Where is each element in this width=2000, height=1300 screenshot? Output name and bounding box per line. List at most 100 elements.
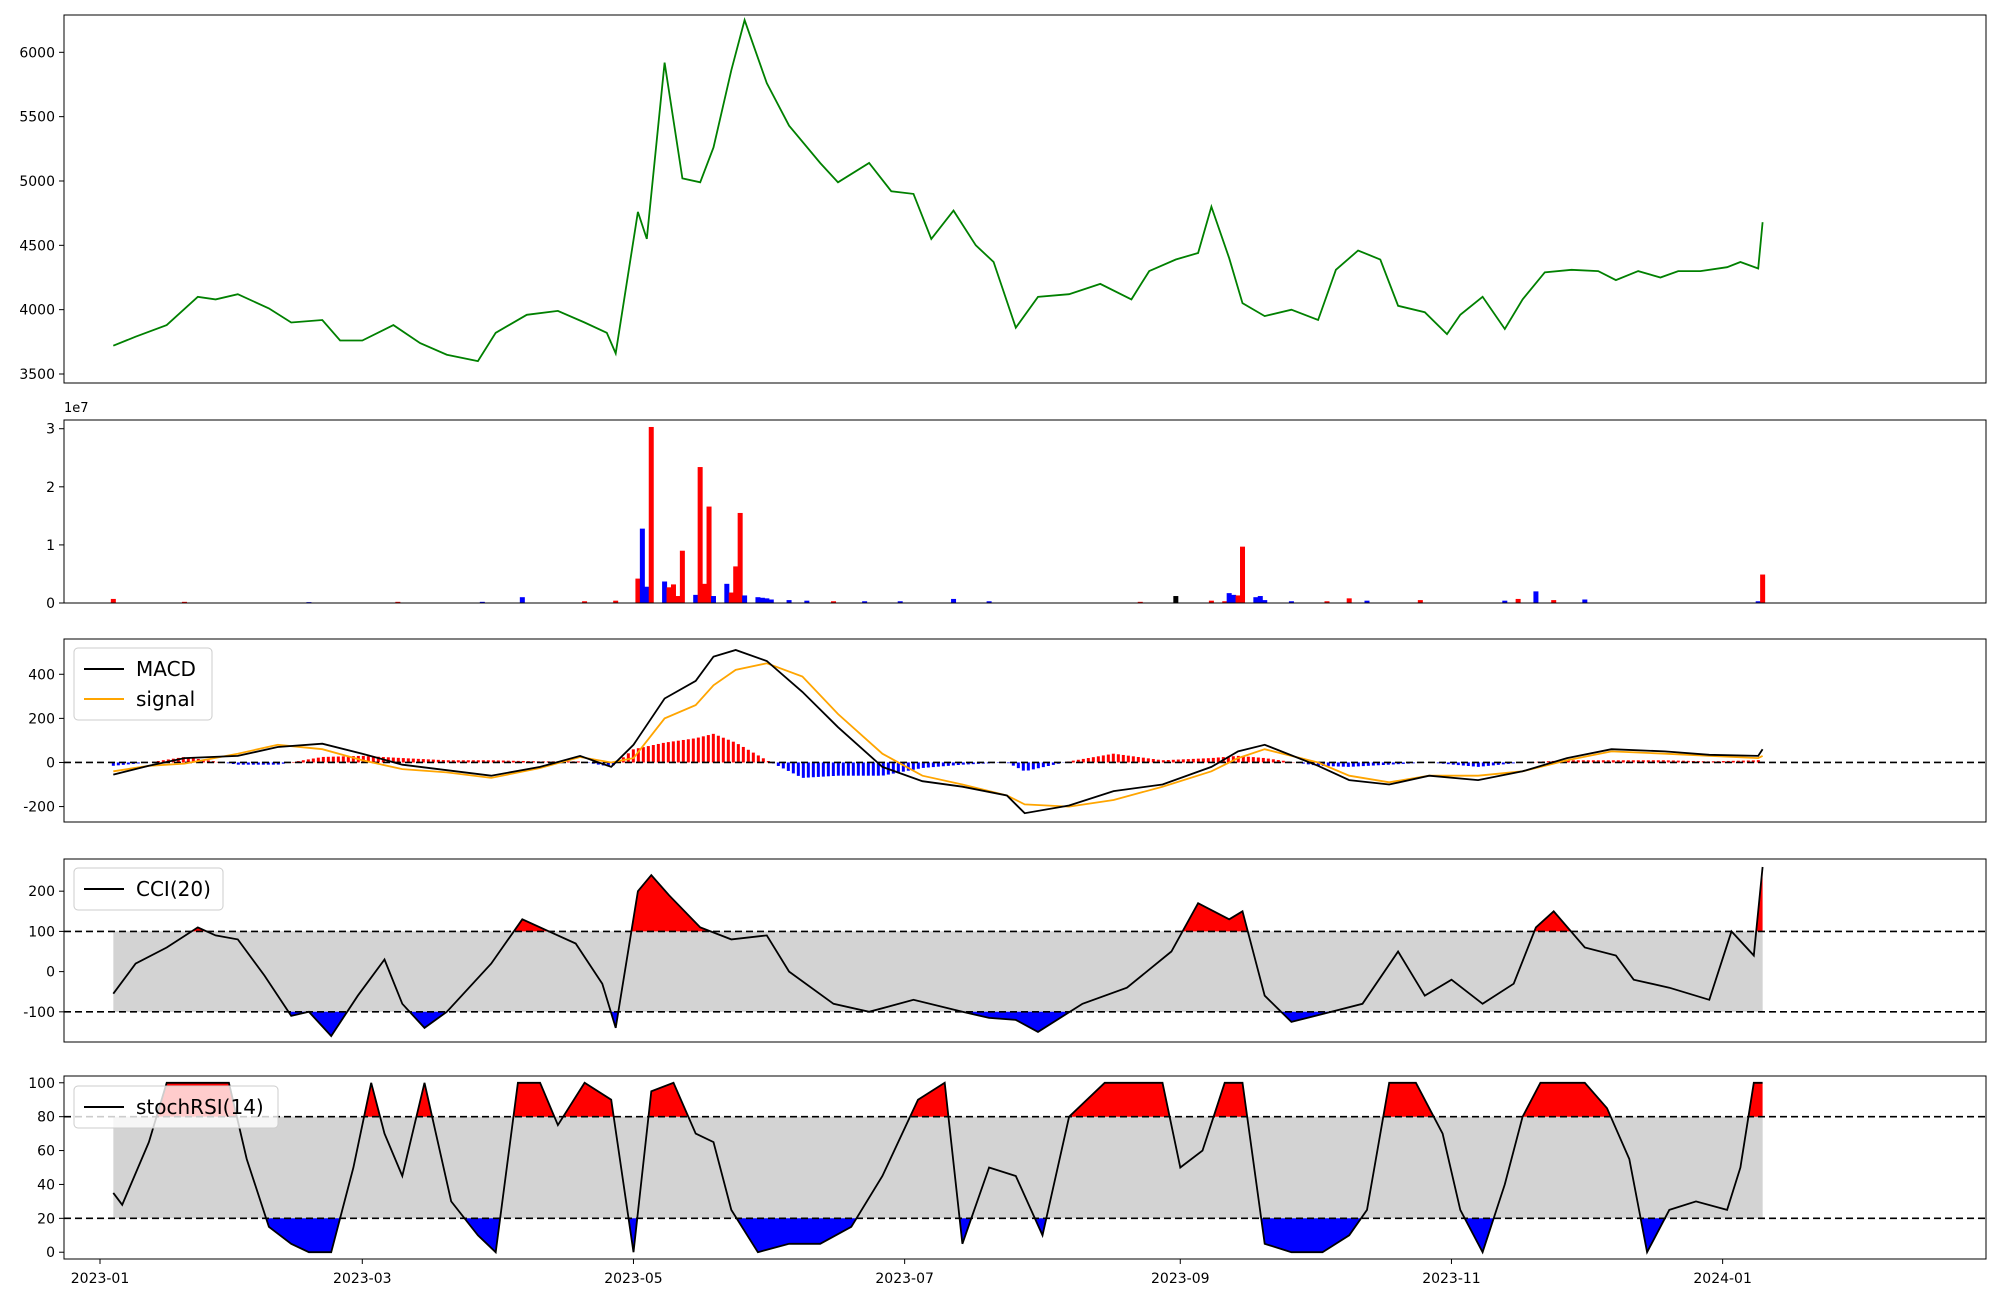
histogram-bar (456, 760, 460, 763)
legend-box (73, 647, 213, 721)
histogram-bar (846, 762, 850, 776)
histogram-bar (911, 762, 915, 770)
overbought-fill (1534, 911, 1571, 932)
histogram-bar (136, 762, 140, 764)
histogram-bar (1596, 760, 1600, 763)
histogram-bar (1151, 759, 1155, 763)
volume-bar (181, 601, 187, 603)
histogram-bar (336, 756, 340, 763)
volume-bar (786, 600, 792, 603)
y-tick-label: 200 (28, 711, 55, 727)
volume-bar (1240, 546, 1246, 603)
oversold-fill (962, 1011, 1070, 1032)
volume-bar (1551, 600, 1557, 603)
histogram-bar (686, 739, 690, 763)
histogram-bar (471, 760, 475, 763)
histogram-bar (531, 761, 535, 763)
cci-panel: -100 0 100 200 CCI(20) (23, 858, 1987, 1043)
neutral-band (113, 1116, 1763, 1219)
histogram-bar (596, 762, 600, 765)
histogram-bar (566, 761, 570, 763)
axes-frame (63, 419, 1987, 604)
histogram-bar (496, 760, 500, 763)
histogram-bar (1546, 761, 1550, 763)
histogram-bar (1196, 758, 1200, 763)
volume-bar (648, 426, 654, 603)
histogram-bar (646, 746, 650, 763)
histogram-bar (1451, 762, 1455, 765)
histogram-bar (1106, 754, 1110, 763)
overbought-fill (416, 1082, 433, 1117)
histogram-bar (751, 752, 755, 763)
volume-bar (1582, 599, 1588, 603)
oversold-fill (409, 1011, 447, 1028)
legend-label: stochRSI(14) (136, 1095, 264, 1119)
histogram-bar (901, 762, 905, 772)
histogram-bar (431, 759, 435, 763)
histogram-bar (331, 756, 335, 763)
volume-bar (675, 596, 681, 603)
histogram-bar (856, 762, 860, 776)
histogram-bar (1186, 759, 1190, 763)
histogram-bar (881, 762, 885, 776)
histogram-bar (1616, 760, 1620, 763)
histogram-bar (341, 756, 345, 763)
x-tick-label: 2024-01 (1693, 1271, 1752, 1287)
histogram-bar (441, 760, 445, 763)
overbought-fill (1069, 1082, 1170, 1117)
legend-label: signal (136, 687, 195, 711)
oversold-fill (266, 1218, 341, 1253)
overbought-fill (910, 1082, 949, 1117)
histogram-bar (1156, 759, 1160, 763)
histogram-bar (791, 762, 795, 774)
volume-bar (693, 594, 699, 603)
histogram-bar (1581, 760, 1585, 763)
histogram-bar (1161, 760, 1165, 763)
histogram-bar (1411, 762, 1415, 764)
histogram-bar (741, 746, 745, 763)
y-tick-label: 60 (37, 1144, 55, 1160)
histogram-bar (1091, 757, 1095, 763)
histogram-bar (1051, 762, 1055, 765)
volume-bar (702, 583, 708, 603)
y-tick-label: 0 (46, 596, 55, 612)
volume-bar (1755, 601, 1761, 603)
histogram-bar (1396, 762, 1400, 765)
histogram-bar (1476, 762, 1480, 767)
volume-bar (1235, 595, 1241, 603)
histogram-bar (1371, 762, 1375, 766)
volume-bar (1760, 574, 1766, 603)
volume-bar (1515, 598, 1521, 603)
volume-bar (768, 599, 774, 603)
histogram-bar (691, 738, 695, 763)
histogram-bar (1456, 762, 1460, 766)
histogram-bar (1681, 760, 1685, 763)
histogram-bar (1176, 759, 1180, 763)
histogram-bar (726, 739, 730, 763)
histogram-bar (451, 760, 455, 763)
histogram-bar (1436, 762, 1440, 764)
overbought-fill (631, 875, 711, 932)
y-tick-label: 200 (28, 884, 55, 900)
histogram-bar (1611, 760, 1615, 763)
oversold-fill (1464, 1218, 1494, 1253)
histogram-bar (781, 762, 785, 769)
y-tick-label: 3 (46, 422, 55, 438)
histogram-bar (1141, 757, 1145, 763)
histogram-bar (1566, 760, 1570, 763)
histogram-bar (1466, 762, 1470, 766)
volume-bar (862, 601, 868, 603)
histogram-bar (1201, 758, 1205, 763)
axes-frame (63, 638, 1987, 823)
macd-line (113, 649, 1764, 815)
histogram-bar (396, 757, 400, 763)
volume-bar (479, 601, 485, 603)
histogram-bar (666, 742, 670, 763)
oversold-fill (1261, 1218, 1362, 1253)
x-tick-label: 2023-01 (71, 1271, 130, 1287)
histogram-bar (501, 760, 505, 763)
volume-bar (1346, 598, 1352, 603)
x-tick-label: 2023-11 (1422, 1271, 1481, 1287)
histogram-bar (746, 749, 750, 763)
histogram-bar (1651, 760, 1655, 763)
